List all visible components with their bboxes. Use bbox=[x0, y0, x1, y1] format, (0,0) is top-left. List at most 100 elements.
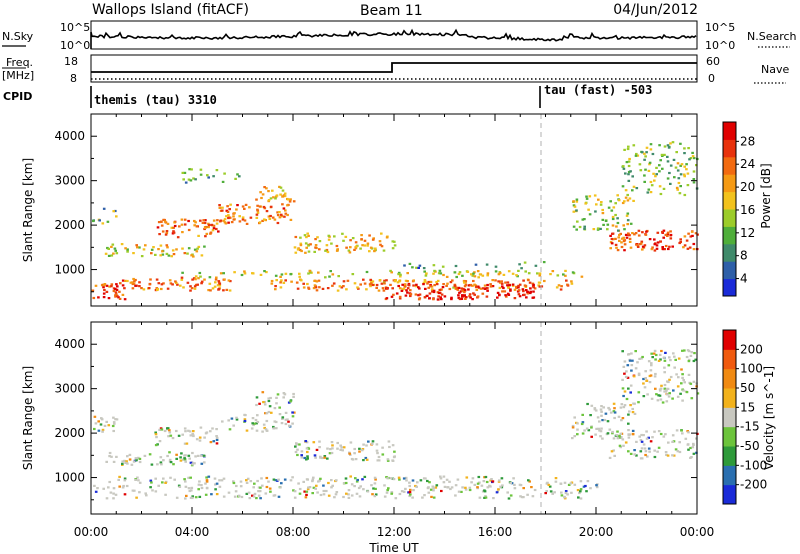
range-cell bbox=[517, 286, 520, 289]
range-cell bbox=[259, 191, 262, 194]
range-cell bbox=[405, 289, 408, 292]
range-cell bbox=[372, 237, 375, 240]
range-cell bbox=[272, 478, 276, 481]
range-cell bbox=[449, 487, 452, 491]
range-cell bbox=[209, 430, 212, 433]
range-cell bbox=[637, 391, 641, 394]
range-cell bbox=[273, 494, 277, 497]
range-cell bbox=[691, 234, 694, 237]
colorbar-segment bbox=[723, 278, 736, 297]
range-cell bbox=[210, 493, 213, 496]
range-cell bbox=[601, 419, 604, 422]
range-cell bbox=[529, 287, 532, 290]
range-cell bbox=[197, 234, 200, 237]
range-cell bbox=[443, 485, 447, 488]
range-cell bbox=[547, 483, 551, 486]
range-cell bbox=[336, 441, 339, 445]
range-cell bbox=[440, 298, 443, 301]
range-cell bbox=[286, 204, 289, 207]
range-cell bbox=[425, 272, 428, 275]
colorbar-segment bbox=[723, 174, 736, 193]
range-cell bbox=[663, 371, 666, 374]
range-cell bbox=[138, 491, 141, 494]
range-cell bbox=[489, 285, 493, 288]
range-cell bbox=[359, 283, 362, 286]
range-cell bbox=[585, 197, 589, 200]
range-cell bbox=[626, 193, 629, 197]
range-cell bbox=[627, 436, 631, 439]
range-cell bbox=[671, 440, 674, 443]
nsky-label: N.Sky bbox=[2, 30, 34, 43]
range-cell bbox=[407, 491, 410, 494]
range-cell bbox=[364, 456, 368, 460]
range-cell bbox=[687, 358, 691, 361]
range-cell bbox=[554, 477, 558, 480]
range-cell bbox=[661, 246, 664, 249]
range-cell bbox=[594, 433, 597, 436]
range-cell bbox=[230, 417, 234, 420]
range-cell bbox=[203, 436, 206, 439]
range-cell bbox=[423, 296, 427, 299]
range-cell bbox=[408, 491, 412, 494]
range-cell bbox=[96, 487, 99, 490]
range-cell bbox=[598, 429, 601, 432]
range-cell bbox=[655, 247, 659, 250]
range-cell bbox=[497, 280, 500, 283]
range-cell bbox=[606, 223, 610, 226]
range-cell bbox=[371, 493, 374, 496]
range-cell bbox=[627, 353, 631, 356]
range-cell bbox=[692, 443, 695, 446]
range-cell bbox=[243, 270, 246, 273]
range-cell bbox=[227, 214, 230, 217]
range-cell bbox=[304, 242, 308, 245]
range-cell bbox=[464, 488, 468, 491]
range-cell bbox=[631, 359, 634, 362]
range-cell bbox=[618, 239, 621, 242]
range-cell bbox=[215, 438, 219, 441]
range-cell bbox=[692, 157, 696, 160]
range-cell bbox=[163, 220, 167, 223]
range-cell bbox=[135, 459, 138, 462]
range-cell bbox=[390, 271, 393, 274]
range-cell bbox=[507, 270, 511, 273]
range-cell bbox=[660, 153, 664, 156]
range-cell bbox=[674, 358, 677, 361]
range-cell bbox=[457, 272, 461, 276]
range-cell bbox=[119, 282, 122, 285]
range-cell bbox=[321, 287, 325, 290]
range-cell bbox=[200, 280, 204, 283]
range-cell bbox=[309, 271, 312, 274]
range-cell bbox=[125, 460, 128, 463]
range-cell bbox=[664, 433, 667, 436]
range-cell bbox=[562, 273, 565, 276]
range-cell bbox=[336, 289, 340, 292]
range-cell bbox=[660, 384, 663, 387]
range-cell bbox=[628, 234, 631, 237]
range-cell bbox=[94, 284, 98, 287]
range-cell bbox=[199, 275, 202, 278]
range-cell bbox=[205, 232, 209, 235]
range-cell bbox=[526, 290, 529, 293]
range-cell bbox=[377, 459, 381, 462]
range-cell bbox=[279, 186, 283, 189]
range-cell bbox=[393, 455, 396, 458]
range-cell bbox=[365, 444, 368, 447]
range-cell bbox=[576, 433, 579, 436]
colorbar-segment bbox=[723, 388, 736, 408]
range-cell bbox=[424, 280, 427, 283]
range-cell bbox=[610, 450, 614, 453]
range-cell bbox=[679, 392, 682, 395]
range-cell bbox=[612, 402, 616, 405]
range-cell bbox=[647, 169, 651, 172]
range-cell bbox=[209, 232, 212, 235]
range-cell bbox=[150, 248, 154, 251]
range-cell bbox=[227, 491, 231, 494]
range-cell bbox=[293, 246, 297, 249]
range-cell bbox=[335, 244, 339, 248]
range-cell bbox=[214, 281, 217, 284]
range-cell bbox=[590, 426, 593, 429]
range-cell bbox=[657, 359, 661, 362]
range-cell bbox=[436, 279, 440, 282]
range-cell bbox=[339, 444, 342, 447]
